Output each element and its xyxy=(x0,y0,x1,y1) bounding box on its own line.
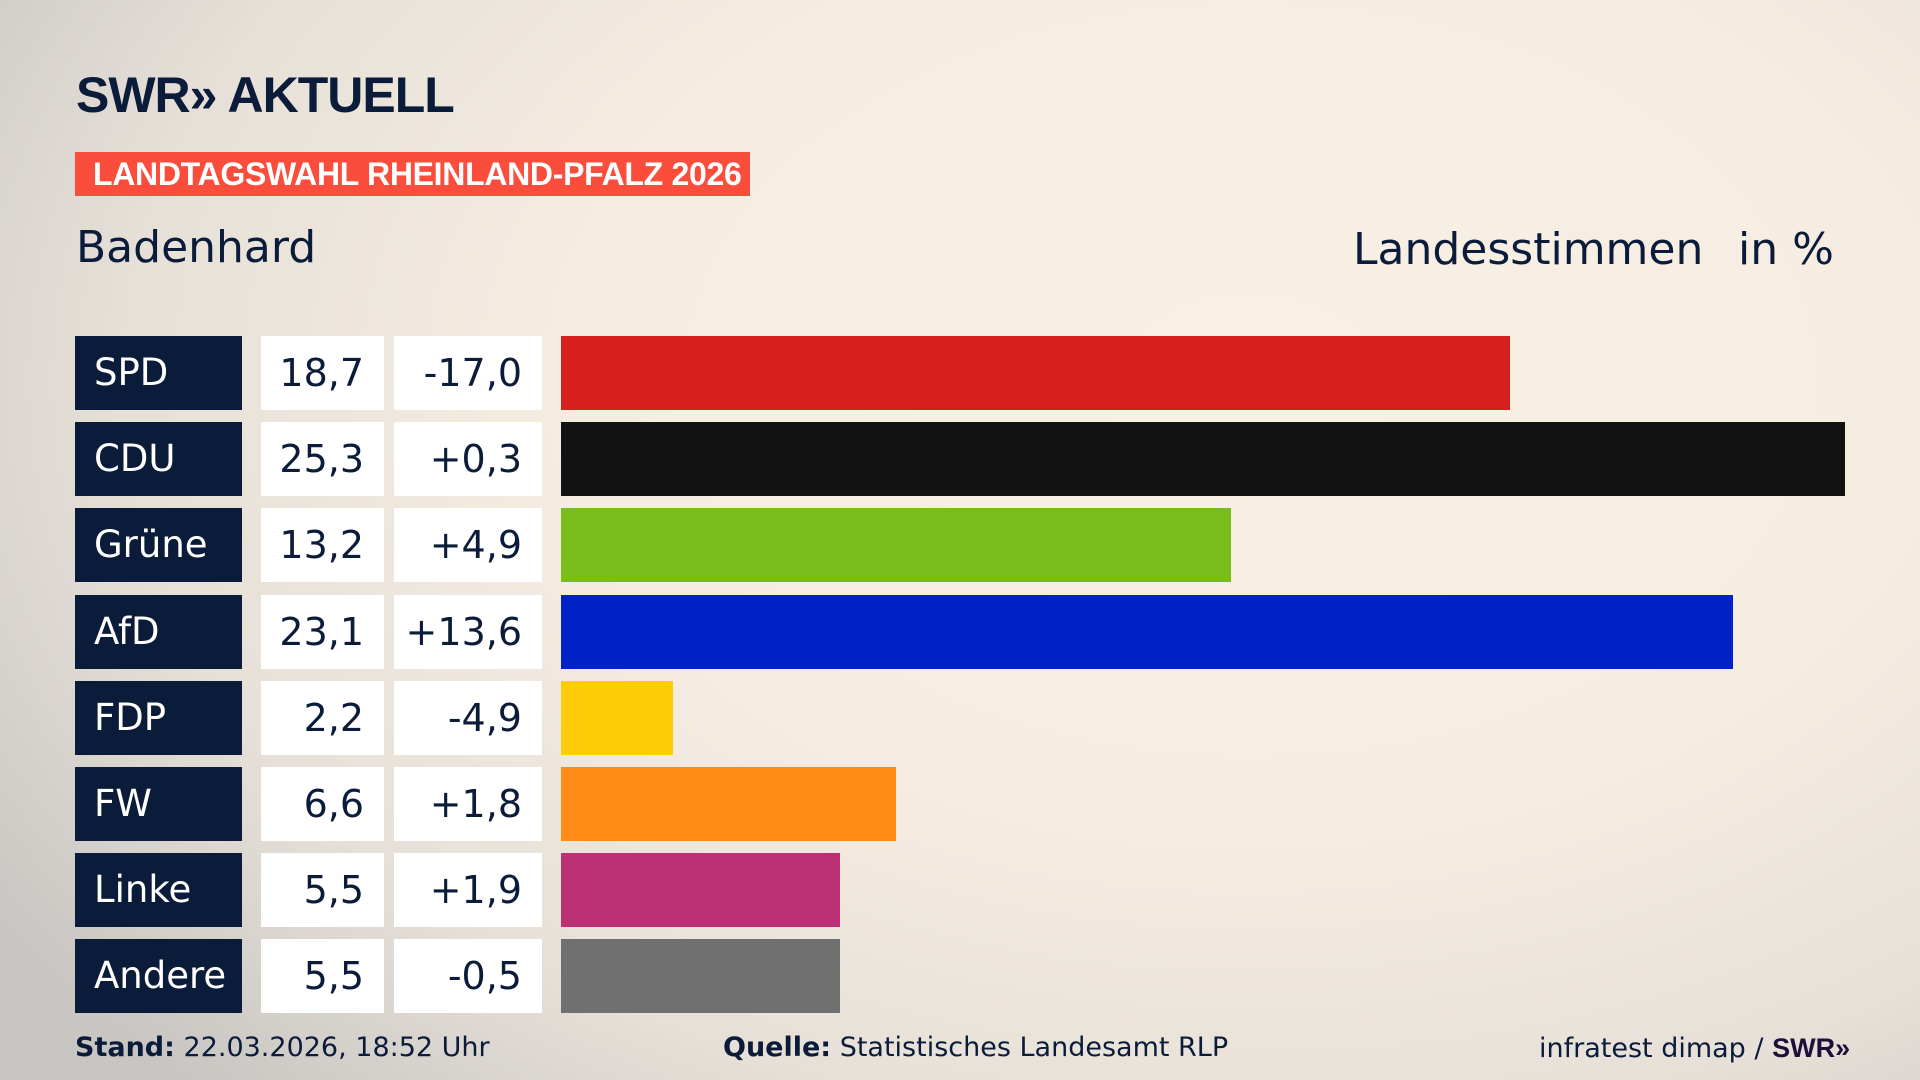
vote-change: +0,3 xyxy=(394,422,542,497)
vote-share: 25,3 xyxy=(261,422,384,497)
credit: infratest dimap / SWR» xyxy=(1539,1030,1850,1067)
party-label: AfD xyxy=(75,594,242,669)
row-spd: SPD 18,7 -17,0 xyxy=(0,336,1920,410)
vote-change: +13,6 xyxy=(394,594,542,669)
vote-change: +4,9 xyxy=(394,508,542,583)
vote-share: 13,2 xyxy=(261,508,384,583)
measure-label: Landesstimmen xyxy=(1353,224,1704,275)
unit-label: in % xyxy=(1738,224,1834,275)
vote-change: -4,9 xyxy=(394,680,542,755)
bar-linke xyxy=(561,853,841,928)
bar-grüne xyxy=(561,508,1231,583)
vote-share: 5,5 xyxy=(261,853,384,928)
party-label: Linke xyxy=(75,853,242,928)
vote-change: +1,8 xyxy=(394,767,542,841)
bar-afd xyxy=(561,594,1734,669)
timestamp: Stand: 22.03.2026, 18:52 Uhr xyxy=(75,1030,490,1066)
row-cdu: CDU 25,3 +0,3 xyxy=(0,422,1920,497)
swr-aktuell-logo: SWR» AKTUELL xyxy=(76,67,455,123)
vote-change: -17,0 xyxy=(394,336,542,410)
party-label: Andere xyxy=(75,939,242,1014)
vote-share: 5,5 xyxy=(261,939,384,1014)
election-badge: LANDTAGSWAHL RHEINLAND-PFALZ 2026 xyxy=(75,152,750,196)
source: Quelle: Statistisches Landesamt RLP xyxy=(723,1030,1228,1066)
party-label: Grüne xyxy=(75,508,242,583)
source-label: Quelle: xyxy=(723,1032,832,1063)
vote-share: 18,7 xyxy=(261,336,384,410)
row-linke: Linke 5,5 +1,9 xyxy=(0,853,1920,928)
row-fw: FW 6,6 +1,8 xyxy=(0,767,1920,841)
region-title: Badenhard xyxy=(76,222,317,273)
row-fdp: FDP 2,2 -4,9 xyxy=(0,680,1920,755)
vote-share: 6,6 xyxy=(261,767,384,841)
row-afd: AfD 23,1 +13,6 xyxy=(0,594,1920,669)
vote-change: -0,5 xyxy=(394,939,542,1014)
stand-value: 22.03.2026, 18:52 Uhr xyxy=(183,1032,490,1063)
credit-text: infratest dimap / xyxy=(1539,1033,1773,1064)
bar-spd xyxy=(561,336,1511,410)
stand-label: Stand: xyxy=(75,1032,175,1063)
party-label: SPD xyxy=(75,336,242,410)
vote-share: 23,1 xyxy=(261,594,384,669)
party-label: FW xyxy=(75,767,242,841)
bar-fw xyxy=(561,767,896,841)
party-label: CDU xyxy=(75,422,242,497)
party-label: FDP xyxy=(75,680,242,755)
bar-andere xyxy=(561,939,841,1014)
vote-share: 2,2 xyxy=(261,680,384,755)
swr-logo: SWR» xyxy=(1772,1033,1851,1063)
row-grüne: Grüne 13,2 +4,9 xyxy=(0,508,1920,583)
bar-cdu xyxy=(561,422,1845,497)
row-andere: Andere 5,5 -0,5 xyxy=(0,939,1920,1014)
bar-fdp xyxy=(561,680,673,755)
source-value: Statistisches Landesamt RLP xyxy=(839,1032,1229,1063)
vote-change: +1,9 xyxy=(394,853,542,928)
